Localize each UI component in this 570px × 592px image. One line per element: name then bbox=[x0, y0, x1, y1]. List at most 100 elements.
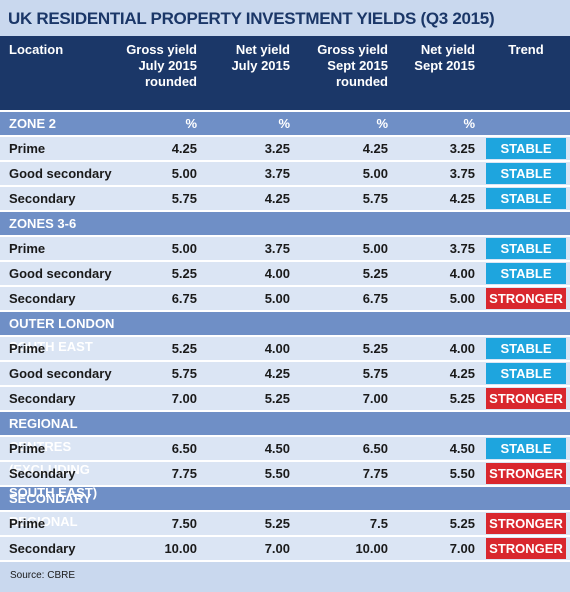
yield-value: 5.00 bbox=[171, 166, 197, 181]
yield-value: 5.25 bbox=[362, 341, 388, 356]
data-row: Secondary 7.00 5.25 7.00 5.25 STRONGER bbox=[0, 387, 570, 412]
location: Prime bbox=[9, 241, 46, 256]
yield-value: 5.25 bbox=[171, 341, 197, 356]
unit-label: % bbox=[463, 116, 475, 131]
trend-badge: STABLE bbox=[486, 263, 566, 284]
section-row: ZONE 2%%%% bbox=[0, 112, 570, 137]
location: Good secondary bbox=[9, 266, 112, 281]
trend-badge: STABLE bbox=[486, 138, 566, 159]
data-row: Prime 4.25 3.25 4.25 3.25 STABLE bbox=[0, 137, 570, 162]
yield-value: 3.75 bbox=[264, 241, 290, 256]
data-row: Secondary 5.75 4.25 5.75 4.25 STABLE bbox=[0, 187, 570, 212]
yield-value: 7.00 bbox=[264, 541, 290, 556]
yield-value: 3.75 bbox=[449, 241, 475, 256]
header-cell: Trend bbox=[508, 42, 544, 57]
yield-value: 4.25 bbox=[362, 141, 388, 156]
yield-value: 3.25 bbox=[449, 141, 475, 156]
yield-value: 7.00 bbox=[171, 391, 197, 406]
header-cell: Net yield Sept 2015 bbox=[414, 42, 475, 73]
location: Good secondary bbox=[9, 166, 112, 181]
trend-badge: STRONGER bbox=[486, 463, 566, 484]
location: Good secondary bbox=[9, 366, 112, 381]
section-row: ZONES 3-6 bbox=[0, 212, 570, 237]
yield-value: 5.50 bbox=[264, 466, 290, 481]
yield-value: 4.25 bbox=[264, 191, 290, 206]
trend-badge: STABLE bbox=[486, 238, 566, 259]
unit-label: % bbox=[376, 116, 388, 131]
header-cell: Net yield July 2015 bbox=[231, 42, 290, 73]
trend-badge: STABLE bbox=[486, 188, 566, 209]
yield-value: 5.00 bbox=[449, 291, 475, 306]
data-row: Good secondary 5.00 3.75 5.00 3.75 STABLE bbox=[0, 162, 570, 187]
data-row: Secondary 6.75 5.00 6.75 5.00 STRONGER bbox=[0, 287, 570, 312]
yield-value: 7.75 bbox=[362, 466, 388, 481]
yield-value: 5.25 bbox=[362, 266, 388, 281]
yield-value: 4.25 bbox=[449, 366, 475, 381]
yield-value: 5.75 bbox=[362, 191, 388, 206]
location: Secondary bbox=[9, 541, 76, 556]
yield-value: 5.25 bbox=[449, 391, 475, 406]
yield-value: 5.00 bbox=[171, 241, 197, 256]
section-row: REGIONAL CENTRES (EXCLUDING SOUTH EAST) bbox=[0, 412, 570, 500]
trend-badge: STRONGER bbox=[486, 513, 566, 534]
yield-value: 4.25 bbox=[264, 366, 290, 381]
yield-value: 4.00 bbox=[264, 341, 290, 356]
data-row: Secondary 10.00 7.00 10.00 7.00 STRONGER bbox=[0, 537, 570, 562]
section-row: OUTER LONDON SOUTH EAST bbox=[0, 312, 570, 354]
unit-label: % bbox=[278, 116, 290, 131]
yield-value: 10.00 bbox=[164, 541, 197, 556]
yield-value: 10.00 bbox=[355, 541, 388, 556]
yield-value: 5.75 bbox=[362, 366, 388, 381]
section-name: OUTER LONDON SOUTH EAST bbox=[9, 316, 115, 354]
location: Secondary bbox=[9, 191, 76, 206]
yield-value: 7.5 bbox=[369, 516, 388, 531]
yield-value: 5.75 bbox=[171, 191, 197, 206]
location: Secondary bbox=[9, 466, 76, 481]
yield-value: 6.50 bbox=[171, 441, 197, 456]
trend-badge: STABLE bbox=[486, 338, 566, 359]
yield-value: 6.75 bbox=[171, 291, 197, 306]
yield-value: 5.00 bbox=[264, 291, 290, 306]
trend-badge: STABLE bbox=[486, 438, 566, 459]
title: UK RESIDENTIAL PROPERTY INVESTMENT YIELD… bbox=[8, 9, 495, 28]
location: Prime bbox=[9, 341, 46, 356]
section-name: REGIONAL CENTRES (EXCLUDING SOUTH EAST) bbox=[9, 416, 98, 500]
trend-badge: STRONGER bbox=[486, 388, 566, 409]
yield-value: 5.00 bbox=[362, 241, 388, 256]
location: Secondary bbox=[9, 391, 76, 406]
yield-value: 4.00 bbox=[449, 341, 475, 356]
section-name: SECONDARY REGIONAL bbox=[9, 491, 92, 529]
trend-badge: STABLE bbox=[486, 163, 566, 184]
yield-value: 4.25 bbox=[171, 141, 197, 156]
yield-value: 3.75 bbox=[449, 166, 475, 181]
yield-value: 5.00 bbox=[362, 166, 388, 181]
trend-badge: STABLE bbox=[486, 363, 566, 384]
trend-badge: STRONGER bbox=[486, 288, 566, 309]
location: Prime bbox=[9, 441, 46, 456]
yield-value: 3.25 bbox=[264, 141, 290, 156]
data-row: Good secondary 5.75 4.25 5.75 4.25 STABLE bbox=[0, 362, 570, 387]
section-name: ZONE 2 bbox=[9, 116, 56, 131]
data-row: Secondary 7.75 5.50 7.75 5.50 STRONGER bbox=[0, 462, 570, 487]
yield-value: 4.00 bbox=[264, 266, 290, 281]
section-name: ZONES 3-6 bbox=[9, 216, 77, 231]
header-cell: Gross yield Sept 2015 rounded bbox=[317, 42, 388, 89]
yield-value: 5.25 bbox=[449, 516, 475, 531]
location: Prime bbox=[9, 141, 46, 156]
yield-value: 3.75 bbox=[264, 166, 290, 181]
yield-value: 7.00 bbox=[362, 391, 388, 406]
data-row: Prime 5.00 3.75 5.00 3.75 STABLE bbox=[0, 237, 570, 262]
location: Secondary bbox=[9, 291, 76, 306]
yield-value: 4.50 bbox=[449, 441, 475, 456]
header-row: Location Gross yield July 2015 rounded Net… bbox=[0, 36, 570, 112]
location: Prime bbox=[9, 516, 46, 531]
section-row: SECONDARY REGIONAL bbox=[0, 487, 570, 529]
data-row: Prime 5.25 4.00 5.25 4.00 STABLE bbox=[0, 337, 570, 362]
yield-value: 5.25 bbox=[264, 391, 290, 406]
yield-value: 6.50 bbox=[362, 441, 388, 456]
yield-value: 5.50 bbox=[449, 466, 475, 481]
trend-badge: STRONGER bbox=[486, 538, 566, 559]
yield-value: 5.25 bbox=[171, 266, 197, 281]
yield-value: 7.50 bbox=[171, 516, 197, 531]
